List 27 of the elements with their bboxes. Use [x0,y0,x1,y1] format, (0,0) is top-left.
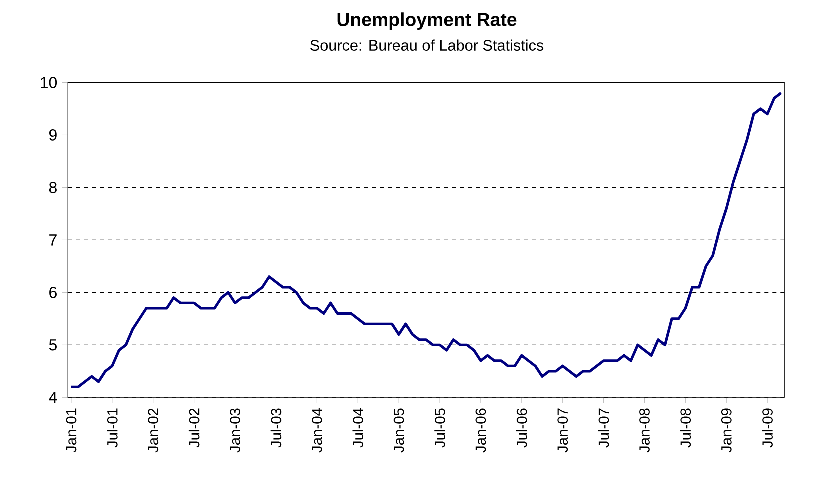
x-tick-label: Jul-06 [516,408,528,448]
chart-subtitle: Source: Bureau of Labor Statistics [310,40,544,51]
y-tick-label: 8 [49,182,57,194]
y-tick-label: 4 [49,392,58,404]
x-tick-label: Jul-07 [598,408,610,448]
chart-title: Unemployment Rate [338,12,517,30]
x-tick-label: Jan-08 [640,408,650,453]
x-tick-label: Jan-04 [312,408,322,453]
y-tick-label: 9 [50,130,57,141]
y-tick-label: 7 [50,234,57,246]
x-tick-label: Jul-02 [188,408,200,448]
x-tick-label: Jul-03 [270,408,282,448]
y-tick-label: 6 [50,286,57,298]
x-tick-label: Jan-05 [394,408,404,453]
x-tick-label: Jul-09 [762,408,773,448]
x-tick-label: Jan-07 [558,408,568,453]
x-tick-label: Jan-06 [476,408,486,453]
x-tick-label: Jul-04 [352,408,364,448]
x-tick-label: Jan-01 [66,408,77,453]
x-tick-label: Jan-02 [148,408,159,453]
x-tick-label: Jul-08 [680,408,692,448]
x-tick-label: Jul-01 [107,408,118,448]
x-tick-label: Jan-03 [230,408,240,453]
y-tick-label: 5 [49,340,57,351]
x-tick-label: Jan-09 [721,408,732,453]
y-tick-label: 10 [41,77,58,88]
x-tick-label: Jul-05 [434,408,446,448]
